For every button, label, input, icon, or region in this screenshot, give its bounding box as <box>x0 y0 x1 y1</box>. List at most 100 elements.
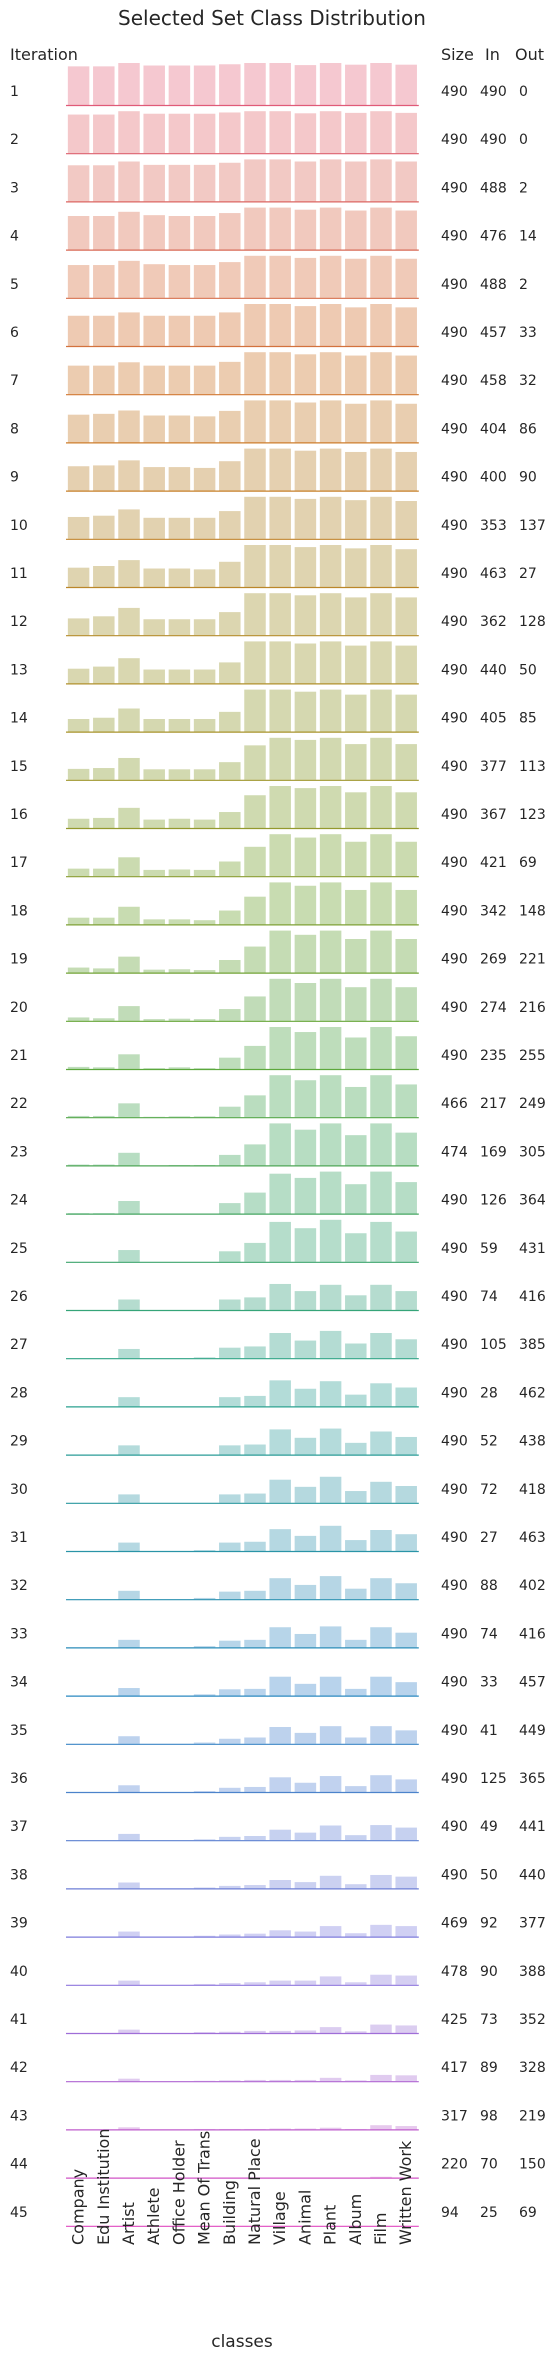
class-bar <box>395 549 417 587</box>
class-bar <box>244 352 266 394</box>
class-bar <box>370 1726 392 1744</box>
class-bar <box>118 1785 140 1792</box>
class-bar <box>68 568 90 587</box>
class-bar <box>345 1540 367 1551</box>
class-bar <box>219 64 241 105</box>
class-bar <box>345 548 367 587</box>
class-bar <box>269 1075 291 1117</box>
in-value: 274 <box>480 1000 507 1016</box>
in-value: 342 <box>480 903 507 919</box>
class-bar <box>118 608 140 635</box>
x-tick-label: Written Work <box>396 2140 415 2245</box>
class-bar <box>219 2032 241 2033</box>
class-bar <box>295 258 317 298</box>
class-bar <box>194 1791 216 1792</box>
class-bar <box>395 987 417 1021</box>
in-value: 125 <box>480 1771 507 1787</box>
size-value: 490 <box>441 277 468 293</box>
class-bar <box>269 1123 291 1165</box>
class-bar <box>269 2080 291 2081</box>
out-value: 438 <box>519 1434 546 1450</box>
class-bar <box>269 208 291 250</box>
in-value: 458 <box>480 373 507 389</box>
class-bar <box>345 1344 367 1359</box>
class-bar <box>244 1144 266 1165</box>
class-bar <box>395 695 417 732</box>
class-bar <box>244 1982 266 1985</box>
class-bar <box>345 1640 367 1648</box>
class-bar <box>194 1743 216 1744</box>
size-value: 490 <box>441 132 468 148</box>
in-value: 126 <box>480 1193 507 1209</box>
class-bar <box>244 2031 266 2033</box>
class-bar <box>395 1486 417 1503</box>
class-bar <box>370 497 392 539</box>
class-bar <box>295 1634 317 1647</box>
out-value: 385 <box>519 1337 546 1353</box>
class-bar <box>295 1130 317 1166</box>
class-bar <box>295 1981 317 1985</box>
class-bar <box>395 1339 417 1358</box>
iteration-header: Iteration <box>10 45 78 64</box>
class-bar <box>295 1783 317 1792</box>
class-bar <box>118 1397 140 1406</box>
class-bar <box>295 1438 317 1455</box>
out-value: 463 <box>519 1530 546 1546</box>
class-bar <box>295 403 317 443</box>
class-bar <box>68 669 90 684</box>
class-bar <box>345 792 367 828</box>
class-bar <box>269 1222 291 1262</box>
in-value: 362 <box>480 614 507 630</box>
class-bar <box>295 210 317 250</box>
class-bar <box>194 468 216 491</box>
size-value: 490 <box>441 1289 468 1305</box>
iteration-label: 39 <box>10 1916 28 1932</box>
iteration-label: 20 <box>10 1000 28 1016</box>
size-value: 490 <box>441 1626 468 1642</box>
iteration-label: 43 <box>10 2108 28 2124</box>
class-bar <box>320 1576 342 1599</box>
class-bar <box>395 113 417 153</box>
class-bar <box>118 1591 140 1599</box>
class-bar <box>295 788 317 828</box>
class-bar <box>295 1032 317 1069</box>
size-column-header: Size <box>441 45 474 64</box>
in-value: 90 <box>480 1964 498 1980</box>
class-bar <box>143 518 165 539</box>
class-bar <box>395 307 417 346</box>
class-bar <box>244 208 266 250</box>
class-bar <box>244 1297 266 1310</box>
class-bar <box>93 414 115 443</box>
class-bar <box>395 1730 417 1743</box>
class-bar <box>295 1882 317 1888</box>
class-bar <box>269 1578 291 1599</box>
class-bar <box>194 970 216 973</box>
iteration-label: 33 <box>10 1626 28 1642</box>
out-value: 440 <box>519 1867 546 1883</box>
class-bar <box>370 1925 392 1937</box>
class-bar <box>295 935 317 973</box>
class-bar <box>194 1116 216 1117</box>
iteration-label: 34 <box>10 1675 28 1691</box>
iteration-label: 32 <box>10 1578 28 1594</box>
iteration-label: 16 <box>10 807 28 823</box>
class-bar <box>370 738 392 780</box>
out-value: 377 <box>519 1916 546 1932</box>
class-bar <box>295 306 317 346</box>
class-bar <box>295 595 317 635</box>
size-value: 490 <box>441 84 468 100</box>
class-bar <box>320 1172 342 1214</box>
size-value: 94 <box>441 2205 459 2221</box>
class-bar <box>244 63 266 105</box>
class-bar <box>370 449 392 491</box>
class-bar <box>345 1184 367 1213</box>
